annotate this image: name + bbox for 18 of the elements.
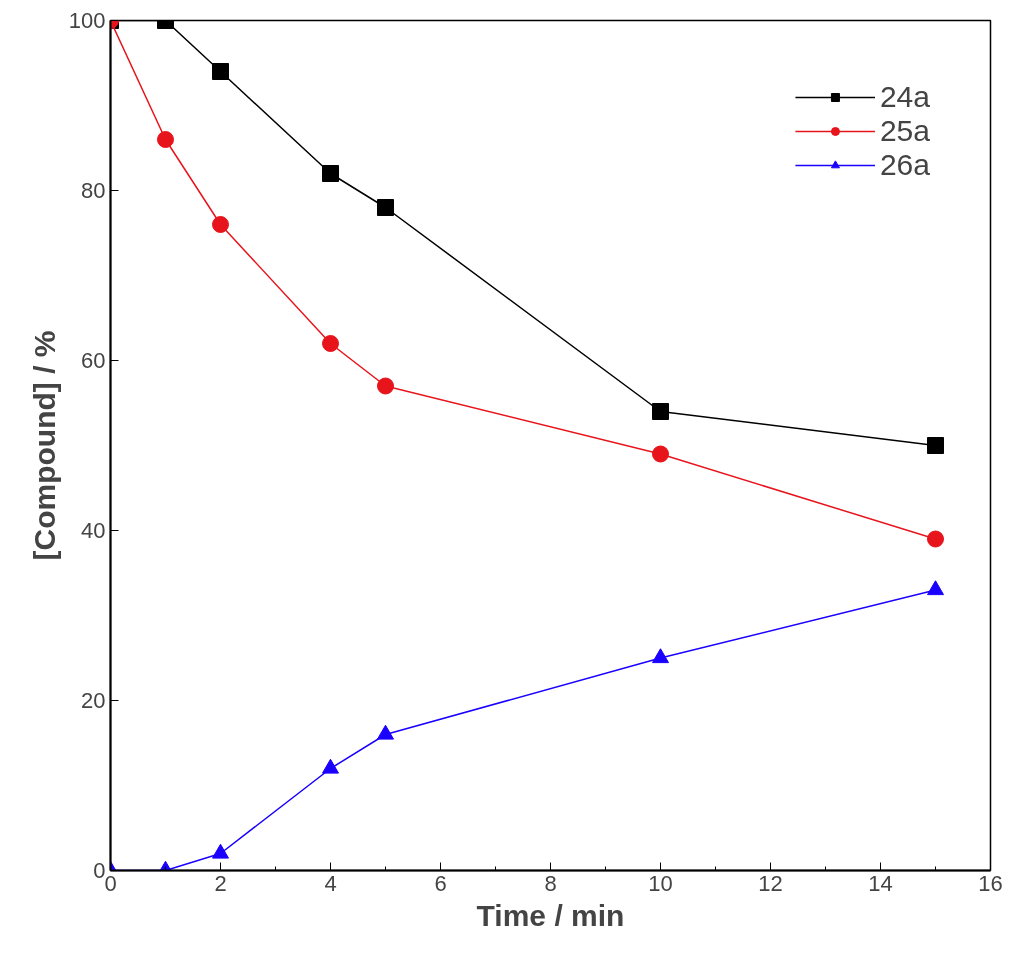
y-tick-label: 60 — [81, 348, 106, 373]
y-tick-label: 100 — [68, 8, 106, 33]
x-tick-label: 16 — [978, 870, 1003, 896]
x-tick-label: 14 — [868, 870, 893, 896]
x-tick-label: 10 — [648, 870, 673, 896]
y-tick-label: 20 — [81, 688, 106, 713]
legend-label: 24a — [879, 80, 930, 114]
x-tick-label: 8 — [544, 870, 557, 896]
y-tick-label: 80 — [81, 178, 106, 203]
y-tick-label: 40 — [81, 518, 106, 543]
legend-label: 25a — [879, 114, 930, 148]
x-tick-label: 4 — [324, 870, 337, 896]
x-tick-label: 12 — [758, 870, 783, 896]
x-axis-title: Time / min — [476, 898, 625, 932]
x-tick-label: 2 — [214, 870, 227, 896]
x-tick-label: 6 — [434, 870, 447, 896]
legend-label: 26a — [879, 148, 930, 182]
y-axis-title: [Compound] / % — [27, 330, 61, 561]
